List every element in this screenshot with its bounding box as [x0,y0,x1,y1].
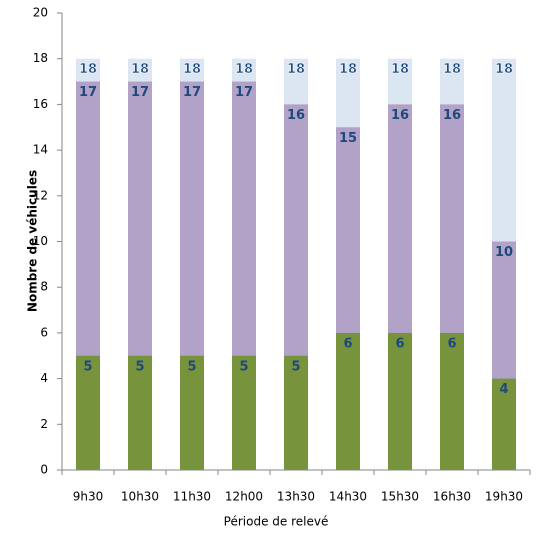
bar [492,378,516,470]
y-tick-label: 16 [33,97,48,111]
value-label: 16 [287,108,305,123]
x-tick-label: 9h30 [73,490,104,504]
bar [180,355,204,470]
value-label: 5 [83,359,92,374]
y-tick-label: 0 [40,463,48,477]
bar [336,332,360,470]
value-label: 6 [395,336,404,351]
value-label: 17 [183,85,201,100]
bar [76,355,100,470]
value-label: 5 [187,359,196,374]
value-label: 5 [135,359,144,374]
value-label: 16 [391,108,409,123]
value-label: 17 [131,85,149,100]
bar [440,332,464,470]
bar [284,355,308,470]
x-axis-title: Période de relevé [224,515,329,529]
value-label: 18 [183,62,201,77]
y-tick-label: 2 [40,417,48,431]
y-tick-label: 14 [33,143,48,157]
x-tick-label: 14h30 [329,490,367,504]
value-label: 4 [499,382,508,397]
x-tick-label: 19h30 [485,490,523,504]
y-tick-label: 4 [40,371,48,385]
value-label: 17 [79,85,97,100]
value-label: 18 [339,62,357,77]
x-tick-label: 10h30 [121,490,159,504]
value-label: 17 [235,85,253,100]
x-tick-label: 12h00 [225,490,263,504]
y-axis-title: Nombre de véhicules [26,170,40,312]
y-tick-label: 12 [33,188,48,202]
value-label: 6 [447,336,456,351]
value-label: 18 [235,62,253,77]
value-label: 18 [495,62,513,77]
value-label: 18 [443,62,461,77]
value-label: 5 [291,359,300,374]
bar [388,332,412,470]
bar [128,355,152,470]
value-label: 10 [495,245,513,260]
value-label: 18 [79,62,97,77]
value-label: 18 [391,62,409,77]
value-label: 15 [339,131,357,146]
y-tick-label: 10 [33,234,48,248]
value-label: 18 [131,62,149,77]
y-tick-label: 8 [40,280,48,294]
value-label: 5 [239,359,248,374]
value-label: 18 [287,62,305,77]
x-tick-label: 15h30 [381,490,419,504]
value-label: 6 [343,336,352,351]
value-label: 16 [443,108,461,123]
y-tick-label: 18 [33,51,48,65]
x-tick-label: 13h30 [277,490,315,504]
y-tick-label: 6 [40,325,48,339]
x-tick-label: 11h30 [173,490,211,504]
bar [232,355,256,470]
y-tick-label: 20 [33,6,48,20]
x-tick-label: 16h30 [433,490,471,504]
